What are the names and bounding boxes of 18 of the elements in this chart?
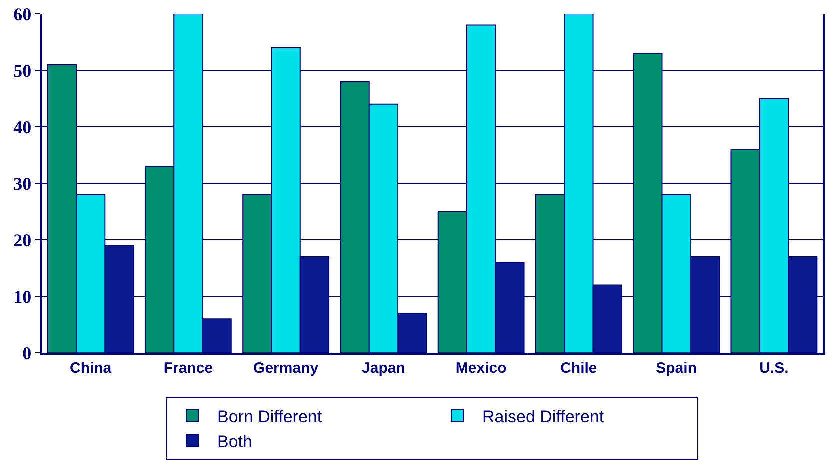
x-tick-label: Spain bbox=[656, 360, 697, 377]
y-tick-label: 0 bbox=[22, 343, 32, 364]
x-tick-label: China bbox=[70, 360, 112, 377]
x-tick-label: U.S. bbox=[760, 360, 789, 377]
y-tick-label: 50 bbox=[14, 60, 32, 81]
x-tick-label: Japan bbox=[362, 360, 406, 377]
x-tick-label: Germany bbox=[254, 360, 320, 377]
x-tick-label: Chile bbox=[560, 360, 598, 377]
legend-label: Raised Different bbox=[482, 407, 604, 426]
legend-label: Both bbox=[218, 432, 252, 452]
x-tick-label: France bbox=[164, 360, 214, 377]
y-tick-label: 60 bbox=[14, 4, 32, 24]
legend-label: Born Different bbox=[218, 407, 322, 426]
y-tick-label: 10 bbox=[14, 286, 32, 307]
y-tick-label: 40 bbox=[14, 117, 32, 138]
y-tick-label: 20 bbox=[14, 230, 32, 250]
x-tick-label: Mexico bbox=[456, 360, 507, 377]
y-tick-label: 30 bbox=[14, 174, 32, 194]
